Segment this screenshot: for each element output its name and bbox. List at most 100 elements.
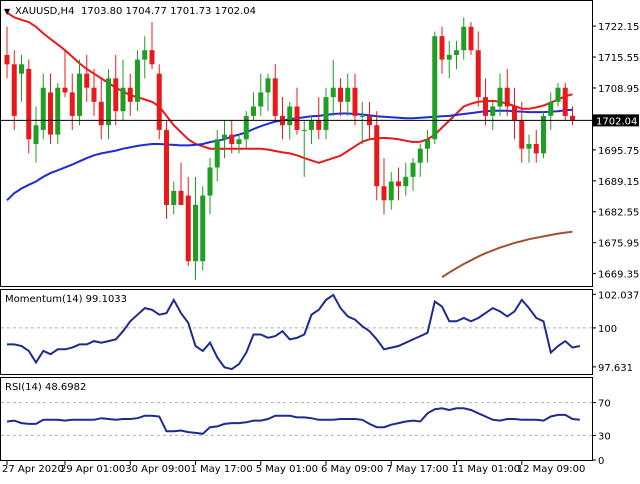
candle — [84, 54, 90, 102]
candle — [468, 22, 474, 55]
candle — [185, 176, 191, 266]
candle-body — [265, 78, 271, 93]
momentum-panel: 102.0379 100 97.631 — [1, 290, 640, 374]
candle-body — [562, 87, 568, 116]
candle-body — [294, 106, 300, 130]
candle — [251, 92, 256, 121]
indicator-tick-label: 70 — [598, 399, 611, 410]
candle — [461, 17, 467, 60]
time-tick-label: 12 May 09:00 — [517, 464, 586, 475]
candle — [504, 68, 510, 116]
candle — [403, 162, 409, 196]
candle — [142, 36, 148, 79]
candle-body — [91, 87, 97, 102]
candle-body — [316, 120, 322, 130]
candle — [200, 186, 206, 271]
candle-body — [77, 73, 82, 116]
candle-body — [142, 50, 148, 60]
candle-body — [26, 68, 32, 140]
candle — [410, 158, 416, 191]
candle — [381, 158, 387, 215]
candle-body — [490, 106, 496, 116]
indicator-tick-label: 102.0379 — [598, 290, 640, 301]
candle — [11, 50, 17, 130]
candle-body — [287, 106, 293, 126]
candle-body — [272, 78, 278, 116]
candle — [446, 40, 452, 79]
candle — [548, 92, 554, 130]
candle — [345, 73, 351, 116]
candle-body — [236, 139, 242, 144]
candle — [570, 106, 575, 126]
price-tick-label: 1669.35 — [598, 270, 639, 281]
price-axis: 1722.151715.551708.951702.351695.751689.… — [592, 22, 639, 281]
ohlc-values: 1703.80 1704.77 1701.73 1702.04 — [81, 6, 256, 17]
candle — [316, 97, 322, 140]
candle-body — [106, 78, 111, 126]
candle — [374, 111, 380, 201]
candle-body — [461, 26, 467, 51]
candle-body — [548, 101, 554, 116]
candle — [171, 181, 177, 215]
price-tick-label: 1689.15 — [598, 177, 639, 188]
candle — [4, 26, 10, 79]
time-tick-label: 5 May 01:00 — [256, 464, 318, 475]
price-tick-label: 1722.15 — [598, 22, 639, 33]
candle — [294, 87, 300, 135]
candle — [98, 78, 104, 140]
candle-body — [69, 92, 75, 116]
indicator-tick-label: 0 — [598, 456, 604, 467]
price-tick-label: 1715.55 — [598, 53, 639, 64]
candle-body — [120, 87, 126, 112]
candle — [432, 31, 438, 144]
indicator-line — [7, 293, 581, 371]
candle-body — [504, 87, 510, 107]
symbol-timeframe: XAUUSD,H4 — [15, 6, 74, 17]
candle-body — [185, 195, 191, 262]
candle — [26, 59, 32, 154]
candle-body — [251, 106, 256, 116]
candle-body — [48, 92, 53, 135]
candle — [77, 59, 82, 126]
candle-body — [214, 139, 220, 168]
candle — [243, 111, 249, 149]
candle — [19, 54, 24, 102]
candle — [135, 50, 140, 112]
candle — [91, 68, 97, 116]
candle-body — [62, 87, 68, 93]
candle — [207, 158, 213, 215]
candle — [265, 73, 271, 112]
candle-body — [127, 87, 133, 102]
time-tick-label: 11 May 01:00 — [452, 464, 521, 475]
candle-body — [359, 115, 365, 117]
price-tick-label: 1682.55 — [598, 208, 639, 219]
candle-body — [432, 36, 438, 140]
candle-body — [98, 101, 104, 126]
candle — [526, 134, 532, 163]
symbol-arrow-icon[interactable]: ▼ — [4, 7, 11, 16]
candle-body — [555, 87, 561, 102]
candle-body — [512, 106, 517, 121]
candle-body — [323, 97, 329, 130]
price-tick-label: 1695.75 — [598, 146, 639, 157]
candle-body — [425, 139, 430, 149]
candle-body — [193, 204, 198, 262]
candle-body — [497, 87, 503, 107]
candle — [359, 101, 365, 144]
candle-body — [243, 115, 249, 140]
candle-body — [229, 134, 235, 144]
candle-body — [446, 54, 452, 60]
candle-body — [352, 87, 358, 116]
candle-body — [113, 78, 119, 112]
candle — [483, 78, 488, 126]
candle — [164, 120, 169, 220]
moving-average-line — [441, 230, 573, 279]
candle-body — [468, 26, 474, 51]
candle-body — [309, 120, 314, 130]
candle — [388, 172, 394, 210]
indicator-line — [6, 407, 580, 435]
candle-body — [439, 36, 445, 60]
candle — [156, 64, 162, 140]
candle-body — [301, 129, 307, 131]
